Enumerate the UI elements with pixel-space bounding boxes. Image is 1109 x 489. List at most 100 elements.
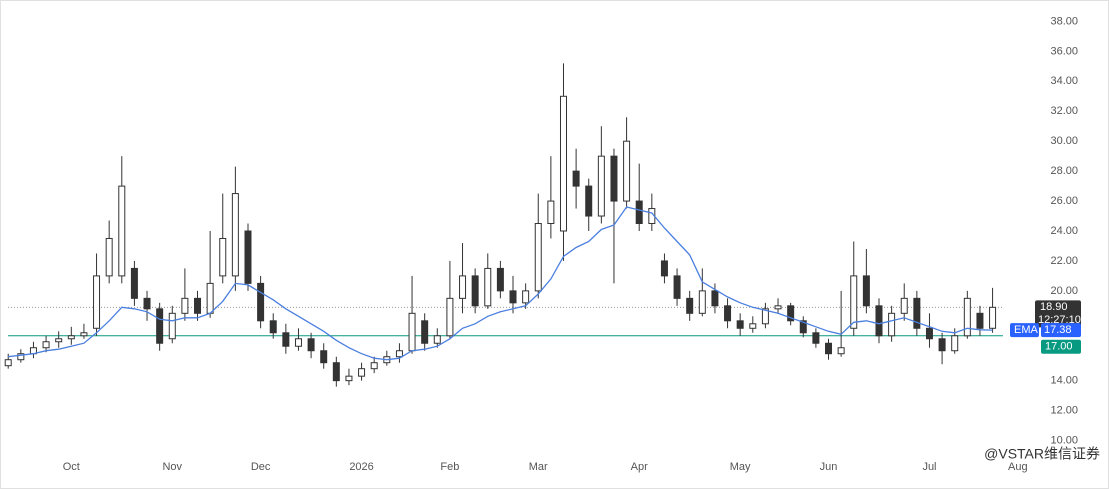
candle-body [686, 297, 694, 314]
candle-body [206, 282, 214, 314]
candle-body [837, 347, 845, 355]
ema-name-box [1010, 323, 1039, 338]
candle-body [168, 312, 176, 340]
ema-value-box [1041, 323, 1081, 338]
candle-body [345, 375, 353, 382]
price-box [1035, 300, 1081, 328]
candle-body [55, 338, 63, 343]
x-tick-label: Dec [251, 461, 271, 473]
y-tick-label: 32.00 [1050, 105, 1078, 117]
candle-body [547, 200, 555, 225]
candle-body [559, 95, 567, 232]
candle-body [433, 335, 441, 344]
candle-body [938, 338, 946, 352]
candle-body [825, 342, 833, 355]
ema-line [8, 206, 993, 361]
candle-body [395, 350, 403, 358]
candle-body [522, 290, 530, 304]
level-label: 17.00 [1045, 341, 1073, 353]
candle-body [181, 297, 189, 314]
candle-body [963, 297, 971, 337]
x-tick-label: Jun [820, 461, 838, 473]
candle-body [711, 290, 719, 307]
candle-body [231, 193, 239, 277]
candle-body [496, 267, 504, 292]
x-tick-label: Oct [63, 461, 80, 473]
candle-body [67, 335, 75, 340]
candle-body [257, 282, 265, 322]
watermark: @VSTAR维信证券 [984, 446, 1100, 462]
y-tick-label: 38.00 [1050, 15, 1078, 27]
x-tick-label: 2026 [349, 461, 373, 473]
candle-body [597, 155, 605, 217]
x-tick-label: Aug [1008, 461, 1028, 473]
y-tick-label: 24.00 [1050, 225, 1078, 237]
y-tick-label: 34.00 [1050, 75, 1078, 87]
candle-body [358, 368, 366, 377]
candle-body [282, 332, 290, 347]
y-tick-label: 20.00 [1050, 285, 1078, 297]
candle-body [105, 237, 113, 277]
candle-body [925, 327, 933, 340]
x-tick-label: Nov [162, 461, 182, 473]
candle-body [799, 320, 807, 334]
candle-body [623, 140, 631, 202]
candle-body [736, 320, 744, 329]
candle-body [459, 275, 467, 299]
candle-body [724, 305, 732, 322]
y-tick-label: 22.00 [1050, 255, 1078, 267]
candle-body [749, 323, 757, 329]
candle-body [509, 290, 517, 304]
candle-body [534, 223, 542, 292]
candle-body [698, 290, 706, 314]
y-tick-label: 30.00 [1050, 135, 1078, 147]
y-tick-label: 10.00 [1050, 434, 1078, 446]
candle-body [989, 306, 997, 329]
candle-body [370, 362, 378, 370]
candle-body [585, 185, 593, 217]
level-box [1041, 339, 1081, 354]
candle-body [294, 338, 302, 347]
candle-body [219, 237, 227, 277]
y-tick-label: 26.00 [1050, 195, 1078, 207]
ema-value: 17.38 [1044, 324, 1072, 336]
candle-body [332, 362, 340, 382]
candle-body [471, 275, 479, 307]
candle-body [976, 312, 984, 329]
candle-body [875, 305, 883, 337]
candle-body [143, 297, 151, 310]
candle-body [812, 332, 820, 344]
candle-body [421, 320, 429, 344]
candle-body [42, 341, 50, 349]
candle-body [307, 338, 315, 352]
candle-body [761, 308, 769, 325]
candle-body [130, 267, 138, 299]
candle-body [913, 297, 921, 329]
candle-body [93, 275, 101, 329]
candle-body [774, 305, 782, 310]
candle-body [787, 305, 795, 322]
y-tick-label: 12.00 [1050, 405, 1078, 417]
candle-body [4, 359, 12, 367]
candle-body [888, 312, 896, 337]
candle-body [244, 230, 252, 284]
y-tick-label: 36.00 [1050, 45, 1078, 57]
candle-body [156, 308, 164, 344]
x-tick-label: Jul [922, 461, 936, 473]
y-tick-label: 28.00 [1050, 165, 1078, 177]
candle-body [900, 297, 908, 314]
candle-body [572, 170, 580, 187]
candle-body [862, 275, 870, 307]
candle-body [446, 297, 454, 337]
candle-body [320, 350, 328, 364]
candle-body [194, 297, 202, 314]
candle-body [80, 332, 88, 337]
candle-body [118, 185, 126, 277]
candle-body [660, 260, 668, 277]
candle-body [673, 275, 681, 299]
candle-body [17, 353, 25, 361]
x-tick-label: Mar [529, 461, 548, 473]
candle-body [408, 312, 416, 352]
